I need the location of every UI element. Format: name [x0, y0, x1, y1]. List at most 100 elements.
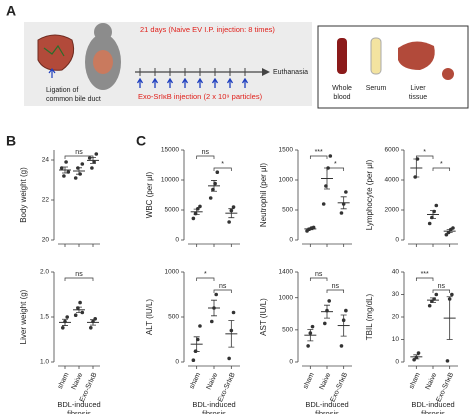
significance-label: ns	[219, 283, 227, 290]
x-tick-label: Naive	[206, 372, 220, 391]
significance-label: ns	[75, 271, 83, 278]
significance-label: ns	[332, 283, 340, 290]
data-point	[427, 303, 432, 308]
error-bar	[76, 306, 82, 313]
error-bar	[307, 227, 314, 231]
data-point	[227, 220, 231, 224]
y-tick-label: 30	[392, 291, 400, 298]
y-tick-label: 0	[289, 359, 293, 366]
injection-arrow	[151, 77, 159, 88]
timeline-title: 21 days (Naive EV I.P. injection: 8 time…	[140, 25, 275, 34]
data-point	[445, 359, 450, 363]
y-tick-label: 5000	[165, 207, 180, 214]
data-point	[73, 313, 78, 318]
significance-label: *	[423, 149, 426, 156]
data-point	[80, 162, 85, 166]
error-bar	[340, 314, 347, 337]
error-bar	[307, 329, 314, 342]
injection-arrow	[211, 77, 219, 88]
injection-arrow	[181, 77, 189, 88]
data-point	[73, 176, 78, 180]
significance-label: ns	[75, 149, 83, 156]
x-tick-label: Naive	[319, 372, 333, 391]
x-tick-label: Naive	[425, 372, 439, 391]
y-tick-label: 1000	[165, 269, 180, 276]
significance-bracket	[415, 277, 434, 281]
error-bar	[430, 297, 436, 303]
data-point	[339, 344, 344, 348]
y-tick-label: 22	[42, 197, 50, 204]
ligation-label: Ligation of	[46, 87, 78, 94]
error-bar	[76, 167, 82, 175]
y-tick-label: 10000	[161, 177, 179, 184]
significance-label: *	[204, 271, 207, 278]
tube-serum	[370, 37, 382, 75]
y-axis-label: ALT (IU/L)	[145, 299, 154, 335]
x-tick-label: Exo-SrIκB	[217, 371, 237, 403]
mouse-liver	[93, 50, 113, 74]
y-tick-label: 0	[175, 237, 179, 244]
x-axis-label: BDL-induced	[192, 400, 235, 409]
data-point	[64, 160, 68, 164]
sample-label: tissue	[409, 94, 427, 101]
data-point	[208, 196, 213, 200]
data-point	[306, 344, 310, 348]
y-axis-label: TBIL (mg/dL)	[365, 293, 374, 340]
panel-label: B	[6, 133, 16, 149]
significance-label: ns	[438, 283, 446, 290]
sample-label: Serum	[366, 85, 387, 92]
y-tick-label: 1.5	[40, 314, 49, 321]
injection-arrow	[241, 77, 249, 88]
y-tick-label: 15000	[161, 147, 179, 154]
tissue-piece	[442, 68, 454, 80]
error-bar	[193, 208, 200, 215]
error-bar	[211, 299, 217, 317]
injection-arrow	[136, 77, 144, 88]
y-tick-label: 500	[168, 314, 179, 321]
y-tick-label: 0	[289, 237, 293, 244]
liver-icon	[37, 34, 75, 71]
data-point	[214, 292, 218, 297]
data-point	[416, 351, 421, 355]
y-axis-label: WBC (per μl)	[145, 171, 154, 218]
significance-bracket	[309, 277, 328, 281]
y-axis-label: Body weight (g)	[19, 167, 28, 223]
data-point	[198, 324, 202, 328]
sample-label: blood	[333, 94, 350, 101]
data-point	[191, 216, 196, 221]
error-bar	[430, 210, 436, 219]
data-point	[94, 152, 99, 156]
data-point	[434, 203, 439, 208]
data-point	[80, 310, 85, 315]
y-tick-label: 1400	[279, 269, 294, 276]
significance-label: ***	[315, 149, 323, 156]
error-bar	[324, 304, 330, 319]
data-point	[191, 358, 196, 363]
x-axis-label: fibrosis	[421, 409, 445, 414]
data-point	[231, 310, 236, 315]
x-tick-label: sham	[189, 372, 203, 391]
data-point	[89, 326, 93, 330]
significance-bracket	[196, 277, 215, 281]
data-point	[90, 166, 94, 170]
tube-blood	[337, 38, 347, 74]
data-point	[321, 202, 326, 206]
injection-arrow	[196, 77, 204, 88]
significance-bracket	[196, 155, 215, 159]
y-tick-label: 1.0	[40, 359, 49, 366]
y-tick-label: 0	[395, 359, 399, 366]
x-tick-label: sham	[408, 372, 422, 391]
y-axis-label: AST (IU/L)	[259, 298, 268, 336]
timeline-ticks	[136, 68, 249, 88]
data-point	[450, 292, 454, 297]
significance-label: *	[221, 161, 224, 168]
data-point	[62, 174, 66, 178]
significance-label: *	[334, 161, 337, 168]
ligation-label: common bile duct	[46, 96, 101, 103]
end-label: Euthanasia	[273, 69, 308, 76]
mouse-head	[94, 23, 112, 41]
data-point	[65, 315, 69, 319]
significance-label: ***	[421, 271, 429, 278]
panel-label: C	[136, 133, 146, 149]
diagram-bg	[24, 22, 312, 106]
